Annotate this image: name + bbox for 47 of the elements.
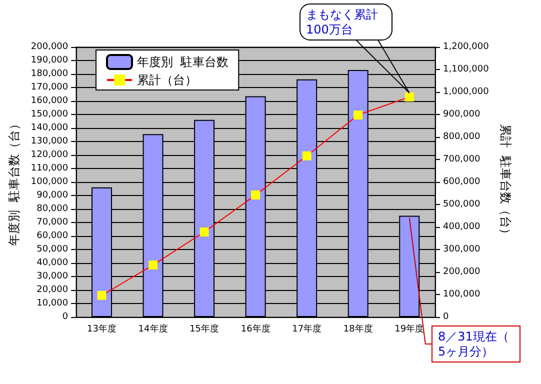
y2-tick-label: 300,000 (443, 244, 480, 254)
y2-axis-title: 累計 駐車台数（台） (498, 124, 513, 240)
y-tick-label: 20,000 (36, 285, 68, 295)
y-tick-label: 30,000 (36, 272, 68, 282)
y2-tick-label: 1,000,000 (443, 87, 490, 97)
y2-tick-label: 0 (443, 312, 449, 322)
annotation: 8／31現在（5ヶ月分） (438, 330, 509, 358)
y2-tick-label: 600,000 (443, 177, 480, 187)
y-tick-label: 40,000 (36, 258, 68, 268)
y2-tick-label: 800,000 (443, 132, 480, 142)
y-axis-title: 年度別 駐車台数（台） (7, 118, 21, 246)
y2-tick-label: 700,000 (443, 154, 480, 164)
y2-tick-label: 900,000 (443, 110, 480, 120)
y-tick-label: 90,000 (36, 190, 68, 200)
y-tick-label: 0 (62, 312, 68, 322)
y-tick-label: 170,000 (30, 82, 68, 92)
legend-label: 年度別 駐車台数 (137, 55, 229, 69)
y2-tick-label: 500,000 (443, 200, 480, 210)
legend-label: 累計（台） (137, 73, 197, 87)
y2-tick-label: 200,000 (443, 267, 480, 277)
x-tick-label: 15年度 (190, 324, 220, 334)
x-tick-label: 14年度 (138, 324, 168, 334)
y-tick-label: 160,000 (30, 96, 68, 106)
text: まもなく累計100万台 (306, 8, 378, 36)
y-tick-label: 140,000 (30, 123, 68, 133)
y-tick-label: 100,000 (30, 177, 68, 187)
y-tick-label: 110,000 (30, 164, 68, 174)
y-tick-label: 200,000 (30, 42, 68, 52)
y-tick-label: 70,000 (36, 218, 68, 228)
y-tick-label: 190,000 (30, 56, 68, 66)
x-tick-label: 16年度 (240, 324, 270, 334)
y-tick-label: 50,000 (36, 244, 68, 254)
y-tick-label: 80,000 (36, 204, 68, 214)
x-tick-label: 19年度 (394, 324, 424, 334)
y2-tick-label: 400,000 (443, 222, 480, 232)
y2-tick-label: 1,200,000 (443, 42, 490, 52)
x-tick-label: 17年度 (292, 324, 322, 334)
y2-tick-label: 100,000 (443, 290, 480, 300)
y-tick-label: 180,000 (30, 69, 68, 79)
y2-tick-label: 1,100,000 (443, 64, 490, 74)
y-tick-label: 130,000 (30, 136, 68, 146)
y-tick-label: 60,000 (36, 231, 68, 241)
y-tick-label: 150,000 (30, 110, 68, 120)
x-tick-label: 13年度 (87, 324, 116, 334)
y-tick-label: 120,000 (30, 150, 68, 160)
x-tick-label: 18年度 (343, 324, 373, 334)
y-tick-label: 10,000 (36, 298, 68, 308)
